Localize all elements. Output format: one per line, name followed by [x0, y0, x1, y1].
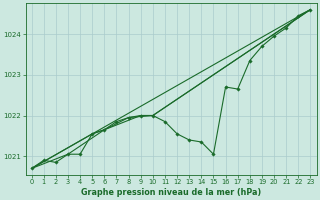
X-axis label: Graphe pression niveau de la mer (hPa): Graphe pression niveau de la mer (hPa) — [81, 188, 261, 197]
